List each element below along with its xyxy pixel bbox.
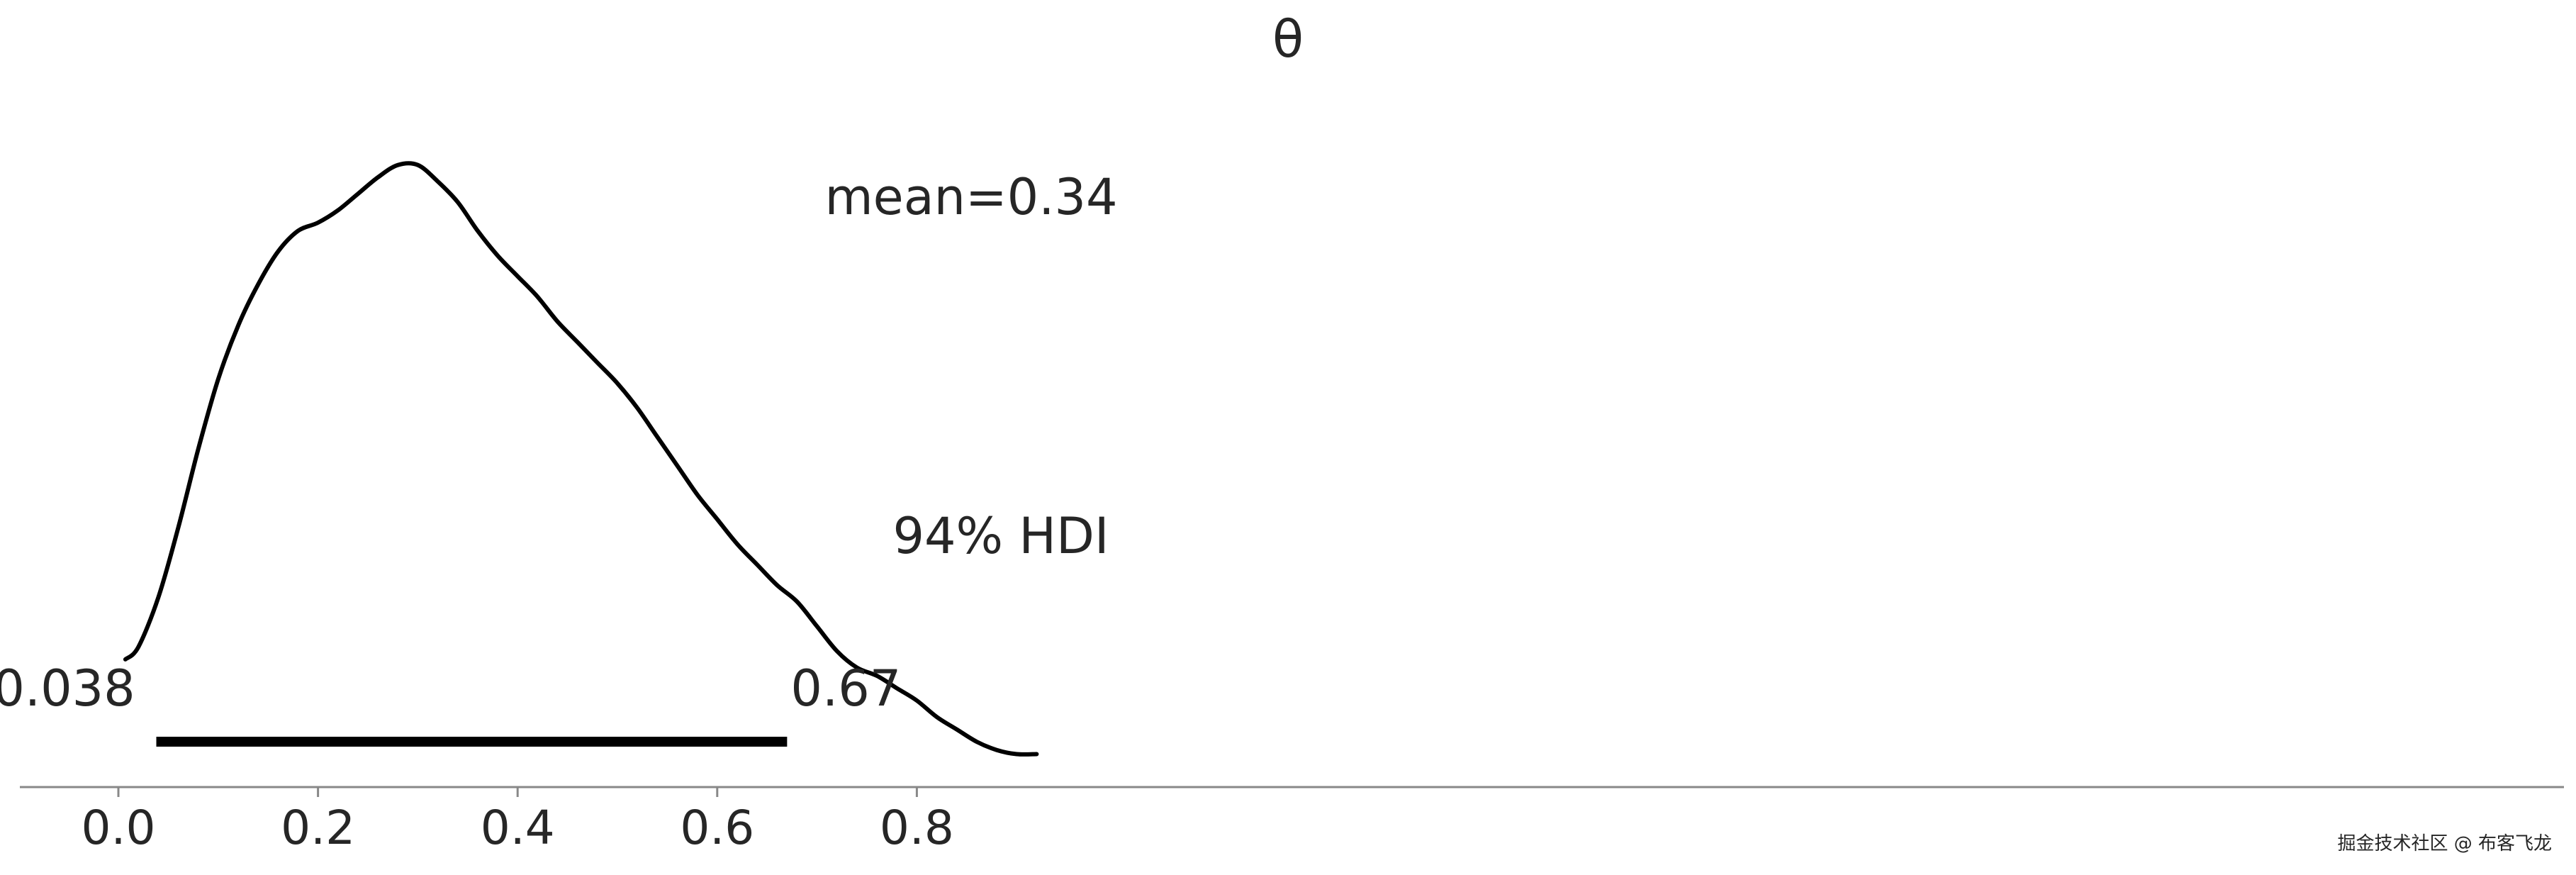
chart-title: θ — [1272, 9, 1304, 69]
x-tick-label: 0.8 — [880, 801, 954, 855]
watermark: 掘金技术社区 @ 布客飞龙 — [2337, 833, 2552, 854]
x-tick-label: 0.4 — [481, 801, 555, 855]
x-tick-label: 0.2 — [281, 801, 355, 855]
density-curve — [123, 161, 1039, 757]
x-tick-label: 0.0 — [82, 801, 156, 855]
hdi-high-label: 0.67 — [790, 659, 901, 718]
mean-label: mean=0.34 — [824, 168, 1117, 226]
hdi-label: 94% HDI — [892, 507, 1109, 565]
x-tick-label: 0.6 — [680, 801, 754, 855]
x-axis: 0.0 0.2 0.4 0.6 0.8 — [82, 787, 954, 855]
hdi-low-label: 0.038 — [0, 659, 135, 718]
